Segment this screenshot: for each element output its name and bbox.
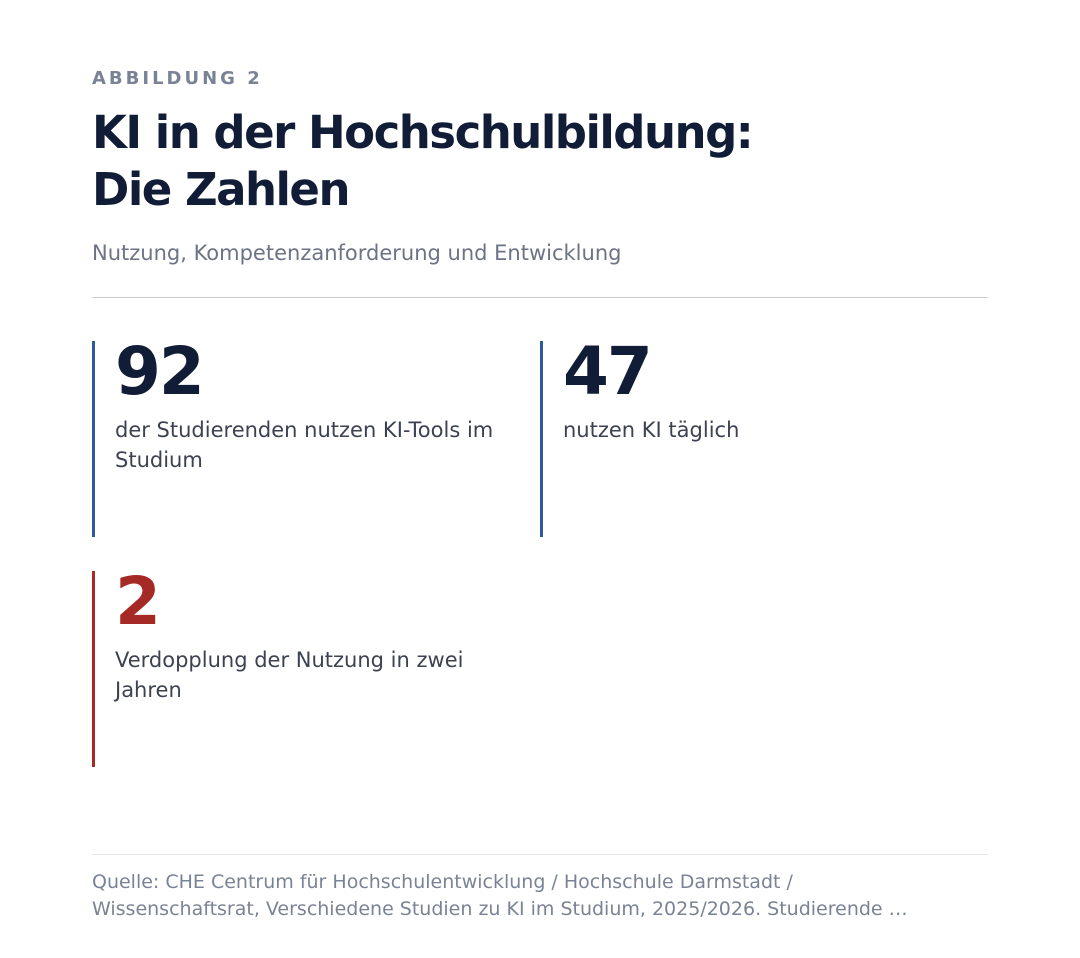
page-title: KI in der Hochschulbildung: Die Zahlen <box>92 104 988 218</box>
stat-card-students-using-ai: 92 der Studierenden nutzen KI-Tools im S… <box>92 333 512 537</box>
stat-label: nutzen KI täglich <box>563 418 740 442</box>
stat-value: 2 <box>115 563 161 640</box>
stat-label: der Studierenden nutzen KI-Tools im Stud… <box>115 418 494 472</box>
stat-card-daily-ai-use: 47 nutzen KI täglich <box>540 333 960 537</box>
title-line-1: KI in der Hochschulbildung: <box>92 106 754 159</box>
stat-card-usage-doubling: 2 Verdopplung der Nutzung in zwei Jahren <box>92 563 512 767</box>
source-line-1: Quelle: CHE Centrum für Hochschulentwick… <box>92 871 793 893</box>
footer-divider <box>92 854 988 855</box>
infographic: ABBILDUNG 2 KI in der Hochschulbildung: … <box>92 0 988 958</box>
page-subtitle: Nutzung, Kompetenzanforderung und Entwic… <box>92 241 622 265</box>
header-divider <box>92 297 988 298</box>
stat-value: 92 <box>115 333 205 410</box>
figure-label: ABBILDUNG 2 <box>92 68 263 89</box>
stat-value: 47 <box>563 333 653 410</box>
title-line-2: Die Zahlen <box>92 163 350 216</box>
source-line-2: Wissenschaftsrat, Verschiedene Studien z… <box>92 898 908 920</box>
stat-label: Verdopplung der Nutzung in zwei Jahren <box>115 648 464 702</box>
source-note: Quelle: CHE Centrum für Hochschulentwick… <box>92 869 988 923</box>
